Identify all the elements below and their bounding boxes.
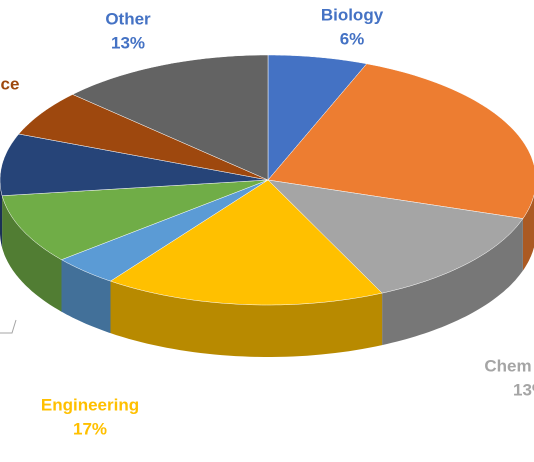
slice <box>60 179 269 282</box>
pie-tops <box>0 54 534 306</box>
slice <box>109 179 383 306</box>
slice <box>18 94 269 181</box>
slice-side <box>61 259 111 334</box>
slice-label: Engineering <box>41 395 139 414</box>
slice <box>267 63 534 219</box>
slice-value-label: 6% <box>340 29 365 48</box>
slice <box>267 54 368 181</box>
slice-side <box>382 218 523 346</box>
leader-line <box>0 319 17 334</box>
slice-label: ce <box>1 74 20 93</box>
slice <box>267 179 524 294</box>
slice-label: Chem <box>484 356 531 375</box>
slice-label: Other <box>105 9 151 28</box>
pie-sides <box>0 180 534 357</box>
slice <box>1 179 269 260</box>
slice-side <box>522 195 534 271</box>
slice-value-label: 13% <box>513 380 534 399</box>
slice-side <box>0 180 3 248</box>
slice <box>71 54 269 181</box>
slice-value-label: 17% <box>73 419 107 438</box>
slice-label: Biology <box>321 5 384 24</box>
slice <box>0 133 269 196</box>
slice-value-label: 13% <box>111 33 145 52</box>
slice-side <box>110 281 383 357</box>
slice-side <box>2 195 62 312</box>
